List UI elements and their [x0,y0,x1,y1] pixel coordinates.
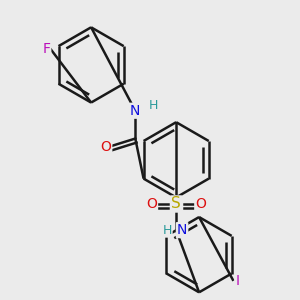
Text: O: O [100,140,111,154]
Text: O: O [146,197,157,211]
Text: S: S [171,196,181,211]
Text: H: H [148,99,158,112]
Text: N: N [177,223,187,237]
Text: N: N [130,104,140,118]
Text: H: H [162,224,172,237]
Text: F: F [42,42,50,56]
Text: O: O [195,197,206,211]
Text: I: I [236,274,239,288]
